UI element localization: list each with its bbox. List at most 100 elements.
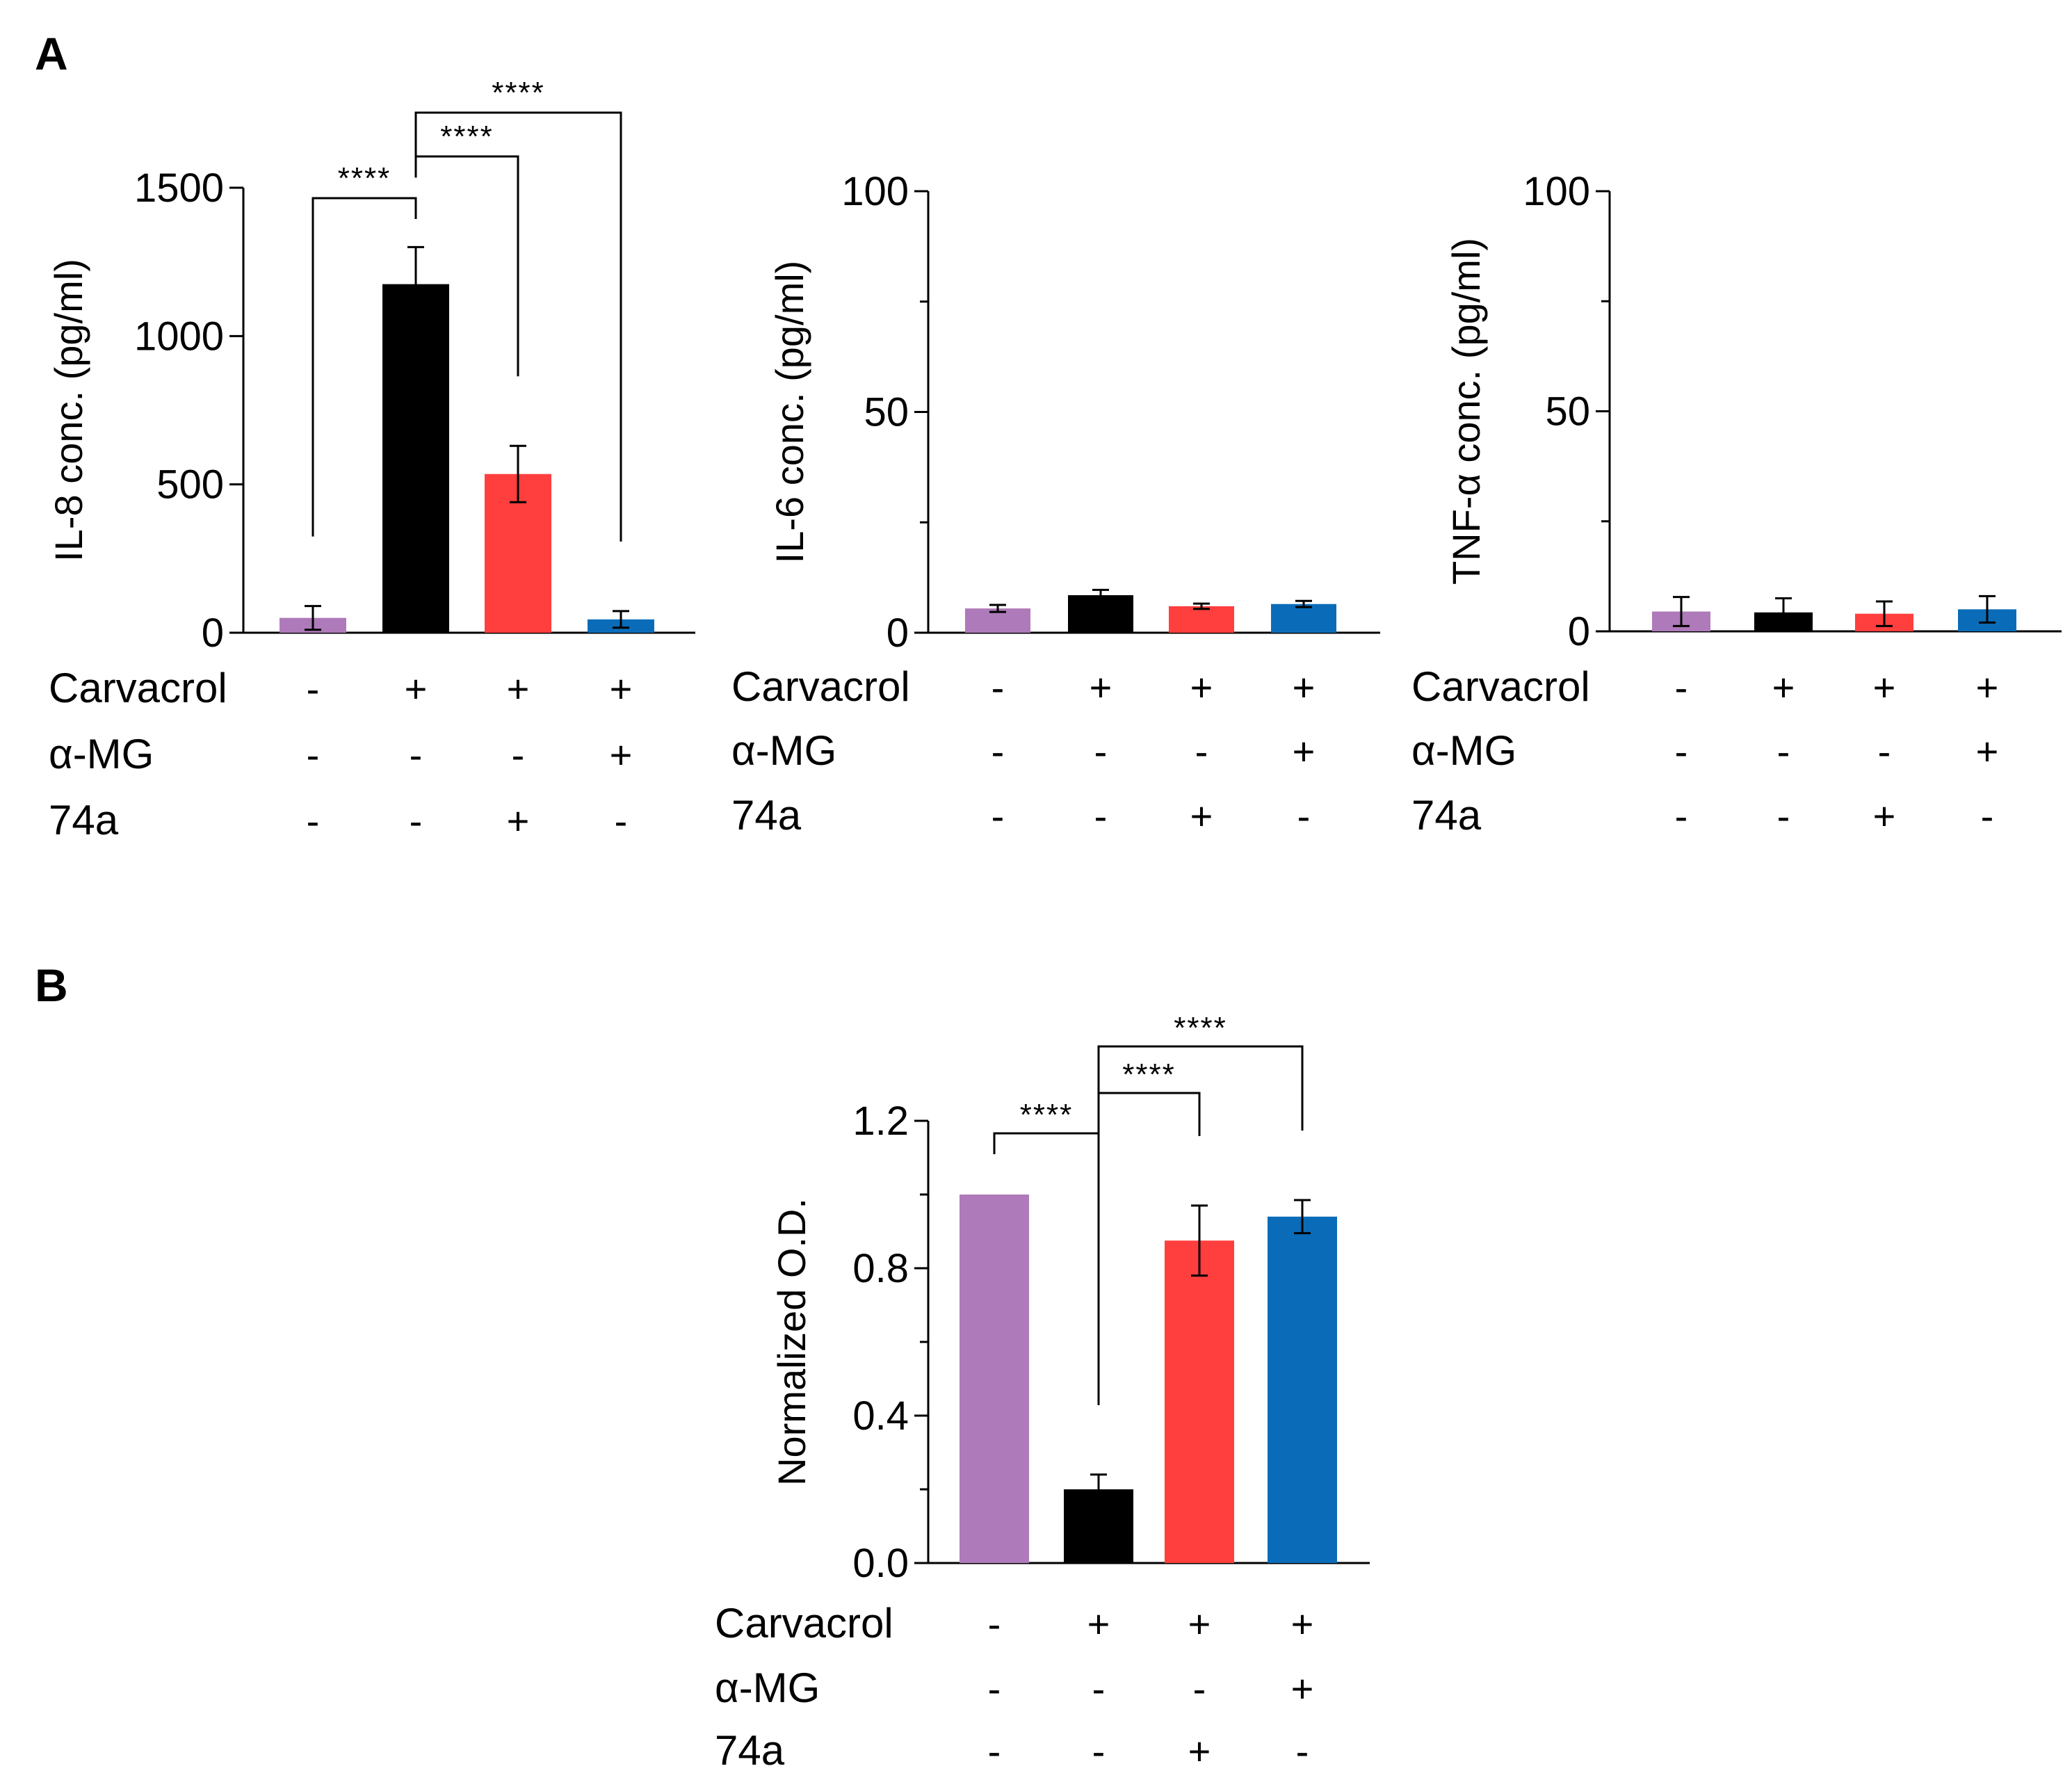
condition-sign: +: [1190, 665, 1213, 709]
condition-sign: +: [507, 799, 530, 843]
panel-letter-b: B: [35, 960, 68, 1011]
bar: [1165, 1240, 1234, 1563]
condition-sign: -: [988, 1602, 1001, 1646]
condition-label: 74a: [49, 797, 119, 843]
significance-bracket: [1097, 1045, 1304, 1405]
condition-sign: -: [1981, 794, 1994, 838]
condition-label: α-MG: [715, 1665, 820, 1711]
condition-sign: -: [307, 733, 320, 777]
y-axis-title: Normalized O.D.: [770, 1198, 814, 1486]
condition-sign: -: [1296, 1729, 1309, 1773]
panel-letter-a: A: [35, 28, 68, 79]
bar: [960, 1195, 1029, 1563]
condition-sign: +: [1772, 665, 1795, 709]
condition-sign: +: [1291, 1667, 1314, 1710]
condition-sign: -: [307, 799, 320, 843]
y-tick-label: 1.2: [852, 1099, 909, 1144]
condition-sign: -: [615, 799, 628, 843]
y-tick-label: 0.8: [852, 1246, 909, 1291]
condition-sign: -: [992, 665, 1005, 709]
y-tick-label: 500: [156, 462, 224, 508]
condition-sign: -: [1878, 729, 1891, 773]
significance-label: ****: [1122, 1058, 1176, 1092]
condition-sign: +: [610, 667, 633, 711]
chart-4: 0.0 0.4 0.8 1.2 Normalized O.D. **** **** **** C…: [715, 1011, 1370, 1774]
condition-label: Carvacrol: [49, 665, 227, 711]
condition-sign: -: [410, 799, 423, 843]
condition-sign: -: [1297, 794, 1311, 838]
significance-label: ****: [1174, 1011, 1227, 1045]
condition-sign: -: [1777, 794, 1790, 838]
condition-label: Carvacrol: [715, 1600, 893, 1646]
y-tick-label: 0: [202, 610, 224, 656]
condition-sign: -: [1675, 729, 1688, 773]
chart-1: 0 500 1000 1500 IL-8 conc. (pg/ml) **** **** **…: [47, 76, 695, 843]
significance-label: ****: [338, 161, 391, 195]
y-tick-label: 100: [841, 169, 909, 214]
condition-label: 74a: [1411, 792, 1482, 839]
y-tick-label: 0: [1568, 609, 1590, 654]
bar: [1271, 604, 1336, 633]
condition-label: α-MG: [1411, 727, 1516, 774]
condition-sign: -: [410, 733, 423, 777]
condition-sign: -: [512, 733, 525, 777]
y-tick-label: 0: [887, 610, 909, 656]
significance-bracket: [414, 111, 622, 542]
bar: [1169, 606, 1234, 633]
condition-sign: +: [1873, 794, 1896, 838]
y-tick-label: 0.4: [852, 1393, 909, 1439]
condition-sign: +: [1293, 729, 1316, 773]
condition-sign: +: [1293, 665, 1316, 709]
condition-sign: -: [1094, 794, 1108, 838]
condition-sign: -: [988, 1667, 1001, 1710]
condition-sign: +: [1190, 794, 1213, 838]
condition-label: Carvacrol: [731, 663, 910, 710]
condition-sign: -: [992, 729, 1005, 773]
condition-sign: +: [1976, 665, 1999, 709]
condition-sign: -: [1092, 1667, 1106, 1710]
chart-3: 0 50 100 TNF-α conc. (pg/ml) Carvacrol - + + + α-…: [1411, 169, 2062, 839]
y-axis-title: TNF-α conc. (pg/ml): [1444, 238, 1488, 585]
condition-sign: -: [1092, 1729, 1106, 1773]
condition-sign: +: [507, 667, 530, 711]
bar: [382, 284, 449, 633]
bar: [1268, 1216, 1337, 1563]
condition-sign: -: [988, 1729, 1001, 1773]
condition-sign: +: [1976, 729, 1999, 773]
significance-label: ****: [492, 76, 545, 110]
condition-sign: +: [1090, 665, 1112, 709]
y-axis-title: IL-6 conc. (pg/ml): [768, 261, 811, 564]
y-tick-label: 100: [1523, 169, 1590, 214]
y-axis-title: IL-8 conc. (pg/ml): [47, 259, 90, 562]
condition-sign: +: [1188, 1729, 1211, 1773]
significance-label: ****: [1020, 1098, 1074, 1132]
significance-bracket: [311, 197, 417, 537]
condition-sign: +: [1291, 1602, 1314, 1646]
y-tick-label: 1500: [134, 165, 224, 211]
condition-sign: +: [1188, 1602, 1211, 1646]
y-tick-label: 1000: [134, 314, 224, 359]
condition-sign: -: [1777, 729, 1790, 773]
condition-sign: -: [1195, 729, 1208, 773]
chart-2: 0 50 100 IL-6 conc. (pg/ml) Carvacrol - + + + α-M…: [731, 169, 1380, 839]
condition-sign: -: [1094, 729, 1108, 773]
condition-sign: +: [1087, 1602, 1110, 1646]
condition-sign: +: [1873, 665, 1896, 709]
condition-sign: +: [610, 733, 633, 777]
condition-label: α-MG: [731, 727, 836, 774]
condition-sign: -: [1675, 665, 1688, 709]
condition-label: α-MG: [49, 731, 154, 777]
condition-sign: +: [405, 667, 428, 711]
condition-label: Carvacrol: [1411, 663, 1590, 710]
condition-sign: -: [992, 794, 1005, 838]
y-tick-label: 50: [1545, 389, 1590, 435]
condition-sign: -: [307, 667, 320, 711]
condition-label: 74a: [731, 792, 802, 839]
significance-label: ****: [440, 120, 494, 154]
y-tick-label: 50: [864, 390, 909, 435]
condition-label: 74a: [715, 1727, 785, 1774]
condition-sign: -: [1675, 794, 1688, 838]
y-tick-label: 0.0: [852, 1541, 909, 1586]
